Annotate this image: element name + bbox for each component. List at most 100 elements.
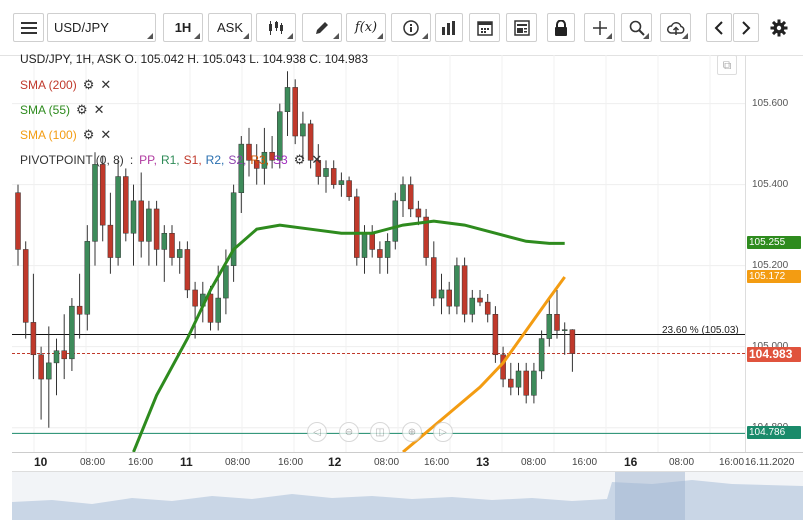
price-tick: 105.400 xyxy=(752,178,789,190)
price-side-label: ASK xyxy=(216,20,243,35)
candle-body xyxy=(569,329,576,354)
candle-body xyxy=(61,350,67,360)
time-label: 16:00 xyxy=(278,457,304,468)
time-label: 08:00 xyxy=(225,457,251,468)
time-axis[interactable]: 10 08:00 16:00 11 08:00 16:00 12 08:00 16:00 13 08… xyxy=(12,452,803,471)
candle-body xyxy=(238,143,245,193)
zoom-button[interactable] xyxy=(621,13,652,42)
reset-zoom-button[interactable]: ◫ xyxy=(370,422,390,442)
candle-body xyxy=(169,232,175,258)
candle-body xyxy=(531,370,537,396)
time-label: 08:00 xyxy=(80,457,106,468)
gear-icon[interactable]: ⚙ xyxy=(76,102,88,117)
gear-icon[interactable]: ⚙ xyxy=(82,127,95,142)
indicator-label: SMA (200) xyxy=(20,78,77,92)
symbol-selector[interactable]: USD/JPY xyxy=(47,13,156,42)
price-tag: 105.172 xyxy=(747,269,801,283)
chevron-left-icon xyxy=(714,20,723,35)
timeframe-label: 1H xyxy=(174,20,192,35)
price-tick: 105.000 xyxy=(752,341,788,352)
pivot-parts: PP, R1, S1, R2, S2, R3, S3 xyxy=(139,153,288,167)
close-icon[interactable]: ✕ xyxy=(100,77,112,92)
candle-body xyxy=(184,249,191,291)
toolbar: USD/JPY 1H ASK f(x) xyxy=(0,0,803,56)
candle-body xyxy=(377,249,383,258)
pivot-legend: PIVOTPOINT (0, 8) : PP, R1, S1, R2, S2, R3, S3… xyxy=(20,152,322,168)
indicator-row: SMA (100) ⚙ ✕ xyxy=(20,127,111,143)
sma-line xyxy=(132,219,565,452)
time-label: 08:00 xyxy=(374,457,400,468)
lock-icon xyxy=(555,19,567,36)
pan-right-button[interactable]: ▷ xyxy=(433,422,453,442)
close-icon[interactable]: ✕ xyxy=(100,127,112,142)
candle-body xyxy=(469,297,476,315)
scroll-left-button[interactable] xyxy=(706,13,732,42)
volume-button[interactable] xyxy=(435,13,463,42)
gear-icon[interactable]: ⚙ xyxy=(82,77,95,92)
menu-button[interactable] xyxy=(13,13,44,42)
zoom-in-button[interactable]: ⊕ xyxy=(402,422,422,442)
timeframe-selector[interactable]: 1H xyxy=(163,13,203,42)
candle-body xyxy=(107,224,114,258)
candle-body xyxy=(431,257,437,299)
price-chart[interactable] xyxy=(12,55,745,452)
candle-body xyxy=(369,232,375,250)
indicator-row: SMA (55) ⚙ ✕ xyxy=(20,102,105,118)
pivot-part: S1, xyxy=(183,153,202,167)
detach-button[interactable]: ⧉ xyxy=(717,55,737,75)
price-tag: 104.983 xyxy=(747,346,801,362)
cloud-button[interactable] xyxy=(660,13,691,42)
pan-left-button[interactable]: ◁ xyxy=(307,422,327,442)
info-button[interactable] xyxy=(391,13,431,42)
pivot-part: R1, xyxy=(160,153,180,167)
chart-type-button[interactable] xyxy=(256,13,296,42)
close-icon[interactable]: ✕ xyxy=(311,152,323,167)
pivot-part: PP, xyxy=(139,153,157,167)
candle-body xyxy=(138,200,144,242)
zoom-out-button[interactable]: ⊖ xyxy=(339,422,359,442)
candle-body xyxy=(269,151,275,161)
candle-body xyxy=(323,168,329,177)
candle-body xyxy=(230,192,237,266)
drawing-tools-button[interactable] xyxy=(302,13,342,42)
chevron-right-icon xyxy=(742,20,751,35)
price-tag: 105.255 xyxy=(747,236,801,250)
time-label: 08:00 xyxy=(521,457,547,468)
navigator[interactable] xyxy=(12,471,803,520)
crosshair-button[interactable] xyxy=(584,13,615,42)
symbol-label: USD/JPY xyxy=(54,20,109,35)
price-side-selector[interactable]: ASK xyxy=(208,13,252,42)
price-axis[interactable]: 105.600105.400105.200105.000104.800105.2… xyxy=(745,55,803,452)
candle-body xyxy=(22,249,29,323)
candle-body xyxy=(76,305,83,315)
candle-body xyxy=(484,301,491,315)
candle-body xyxy=(115,176,121,258)
candle-body xyxy=(153,208,160,250)
news-button[interactable] xyxy=(506,13,537,42)
candle-body xyxy=(346,180,352,198)
candle-body xyxy=(53,350,60,364)
candle-body xyxy=(99,164,106,226)
detach-icon: ⧉ xyxy=(722,57,732,72)
candle-body xyxy=(261,151,268,169)
time-label: 16:00 xyxy=(424,457,450,468)
pivot-part: S3 xyxy=(273,153,288,167)
close-icon[interactable]: ✕ xyxy=(93,102,105,117)
gear-icon[interactable]: ⚙ xyxy=(293,152,306,167)
indicator-label: SMA (100) xyxy=(20,128,77,142)
indicators-button[interactable]: f(x) xyxy=(346,13,386,42)
navigator-sparkline xyxy=(12,472,803,520)
lock-button[interactable] xyxy=(547,13,575,42)
settings-button[interactable] xyxy=(767,16,791,40)
candle-body xyxy=(354,196,360,258)
calendar-button[interactable] xyxy=(469,13,500,42)
candle-body xyxy=(423,216,429,258)
candle-body xyxy=(284,87,291,112)
candle-body xyxy=(130,200,137,234)
time-label: 16.11.2020 xyxy=(745,457,795,468)
candle-body xyxy=(176,249,183,258)
scroll-right-button[interactable] xyxy=(733,13,759,42)
candle-body xyxy=(92,164,98,242)
candle-body xyxy=(407,184,414,210)
candle-body xyxy=(30,322,37,356)
